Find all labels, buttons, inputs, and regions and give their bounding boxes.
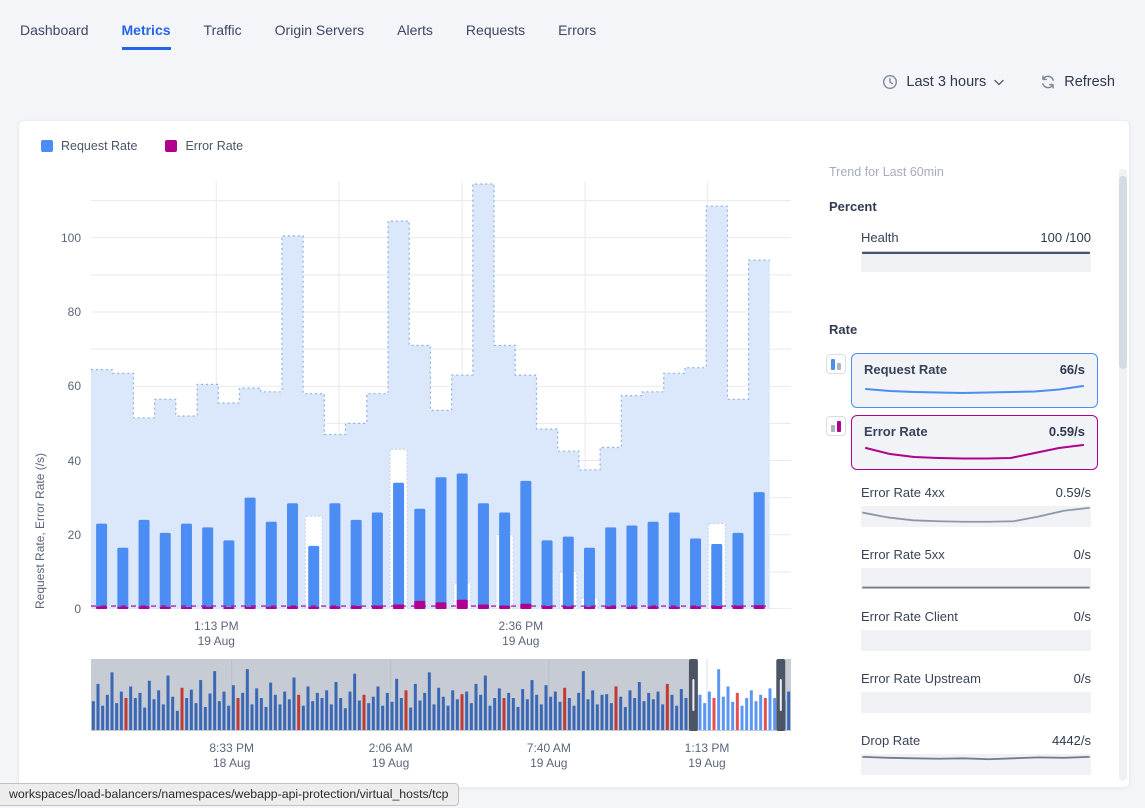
brush-tick-label: 7:40 AM19 Aug: [527, 741, 571, 771]
metric-label: Drop Rate: [861, 733, 920, 748]
y-tick-label: 0: [37, 602, 81, 616]
refresh-icon: [1040, 74, 1056, 90]
metric-label: Error Rate Client: [861, 609, 958, 624]
tab-requests[interactable]: Requests: [466, 22, 525, 50]
sidebar-title: Trend for Last 60min: [829, 165, 1101, 179]
sidebar-scrollbar[interactable]: [1119, 169, 1127, 781]
tab-dashboard[interactable]: Dashboard: [20, 22, 89, 50]
tab-metrics[interactable]: Metrics: [122, 22, 171, 50]
metric-value: 100 /100: [1040, 230, 1091, 245]
brush-tick-label: 2:06 AM19 Aug: [369, 741, 413, 771]
x-tick-label: 1:13 PM19 Aug: [194, 619, 239, 649]
metric-row-health[interactable]: Health 100 /100: [861, 230, 1091, 272]
y-tick-label: 60: [37, 379, 81, 393]
time-range-label: Last 3 hours: [906, 74, 986, 90]
metric-value: 0.59/s: [1056, 485, 1091, 500]
legend-item[interactable]: Error Rate: [165, 139, 243, 153]
metric-label-row: Health 100 /100: [861, 230, 1091, 246]
metric-label-row: Error Rate Upstream 0/s: [861, 671, 1091, 687]
metrics-panel: Request Rate Error Rate Request Rate, Err…: [18, 120, 1130, 788]
metric-label-row: Error Rate 0.59/s: [864, 424, 1085, 440]
y-tick-label: 40: [37, 454, 81, 468]
metric-label: Error Rate: [864, 424, 928, 439]
brush-handle-right[interactable]: [776, 659, 785, 731]
metric-row-error-rate-upstream[interactable]: Error Rate Upstream 0/s: [861, 671, 1091, 713]
metric-label: Health: [861, 230, 899, 245]
refresh-label: Refresh: [1064, 74, 1115, 90]
time-range-selector[interactable]: Last 3 hours: [882, 74, 1004, 90]
metric-sparkline: [864, 380, 1085, 402]
y-tick-label: 20: [37, 528, 81, 542]
metric-sparkline: [861, 251, 1091, 272]
bar-chart-toggle-icon[interactable]: [826, 416, 846, 436]
metric-row-error-rate-client[interactable]: Error Rate Client 0/s: [861, 609, 1091, 651]
metric-card-request-rate[interactable]: Request Rate 66/s: [851, 353, 1098, 408]
metrics-sidebar: Trend for Last 60min Percent Health 100 /1…: [819, 165, 1101, 795]
metric-sparkline: [861, 692, 1091, 713]
main-timeseries-chart[interactable]: [91, 181, 791, 609]
metric-label-row: Error Rate 4xx 0.59/s: [861, 485, 1091, 501]
metric-card-error-rate[interactable]: Error Rate 0.59/s: [851, 415, 1098, 470]
legend-swatch: [165, 140, 177, 152]
metric-value: 0/s: [1074, 547, 1091, 562]
tab-alerts[interactable]: Alerts: [397, 22, 433, 50]
metric-label: Error Rate Upstream: [861, 671, 981, 686]
metric-label-row: Error Rate Client 0/s: [861, 609, 1091, 625]
chevron-down-icon: [994, 79, 1004, 86]
metric-label: Request Rate: [864, 362, 947, 377]
metric-row-error-rate-5xx[interactable]: Error Rate 5xx 0/s: [861, 547, 1091, 589]
clock-icon: [882, 74, 898, 90]
x-tick-label: 2:36 PM19 Aug: [498, 619, 543, 649]
brush-tick-label: 1:13 PM19 Aug: [685, 741, 730, 771]
tab-errors[interactable]: Errors: [558, 22, 596, 50]
refresh-button[interactable]: Refresh: [1040, 74, 1115, 90]
chart-toolbar: Last 3 hours Refresh: [882, 74, 1115, 90]
y-tick-label: 80: [37, 305, 81, 319]
sidebar-scrollbar-thumb[interactable]: [1119, 176, 1127, 369]
brush-tick-label: 8:33 PM18 Aug: [209, 741, 254, 771]
metric-value: 0.59/s: [1049, 424, 1085, 439]
top-nav: Dashboard Metrics Traffic Origin Servers Ale…: [20, 22, 596, 50]
sidebar-section-heading: Rate: [829, 322, 1101, 337]
legend-swatch: [41, 140, 53, 152]
metric-label-row: Request Rate 66/s: [864, 362, 1085, 378]
y-tick-label: 100: [37, 231, 81, 245]
metric-label: Error Rate 5xx: [861, 547, 945, 562]
tab-traffic[interactable]: Traffic: [204, 22, 242, 50]
legend-label: Request Rate: [61, 139, 137, 153]
metric-sparkline: [861, 630, 1091, 651]
link-preview-text: workspaces/load-balancers/namespaces/web…: [9, 787, 449, 801]
legend-label: Error Rate: [185, 139, 243, 153]
brush-overview-chart[interactable]: [91, 659, 791, 731]
bar-chart-toggle-icon[interactable]: [826, 354, 846, 374]
legend-item[interactable]: Request Rate: [41, 139, 137, 153]
metric-value: 0/s: [1074, 671, 1091, 686]
metric-row-error-rate-4xx[interactable]: Error Rate 4xx 0.59/s: [861, 485, 1091, 527]
metric-sparkline: [864, 442, 1085, 464]
chart-legend: Request Rate Error Rate: [41, 139, 243, 153]
metric-sparkline: [861, 506, 1091, 527]
metric-sparkline: [861, 754, 1091, 775]
link-preview-status-bar: workspaces/load-balancers/namespaces/web…: [0, 783, 459, 806]
metric-label-row: Drop Rate 4442/s: [861, 733, 1091, 749]
metric-label-row: Error Rate 5xx 0/s: [861, 547, 1091, 563]
tab-origin-servers[interactable]: Origin Servers: [275, 22, 364, 50]
y-axis-title: Request Rate, Error Rate (/s): [33, 181, 47, 609]
metric-value: 4442/s: [1052, 733, 1091, 748]
metric-sparkline: [861, 568, 1091, 589]
metric-label: Error Rate 4xx: [861, 485, 945, 500]
metric-row-drop-rate[interactable]: Drop Rate 4442/s: [861, 733, 1091, 775]
brush-handle-left[interactable]: [689, 659, 698, 731]
metric-value: 66/s: [1060, 362, 1085, 377]
metric-value: 0/s: [1074, 609, 1091, 624]
sidebar-section-heading: Percent: [829, 199, 1101, 214]
